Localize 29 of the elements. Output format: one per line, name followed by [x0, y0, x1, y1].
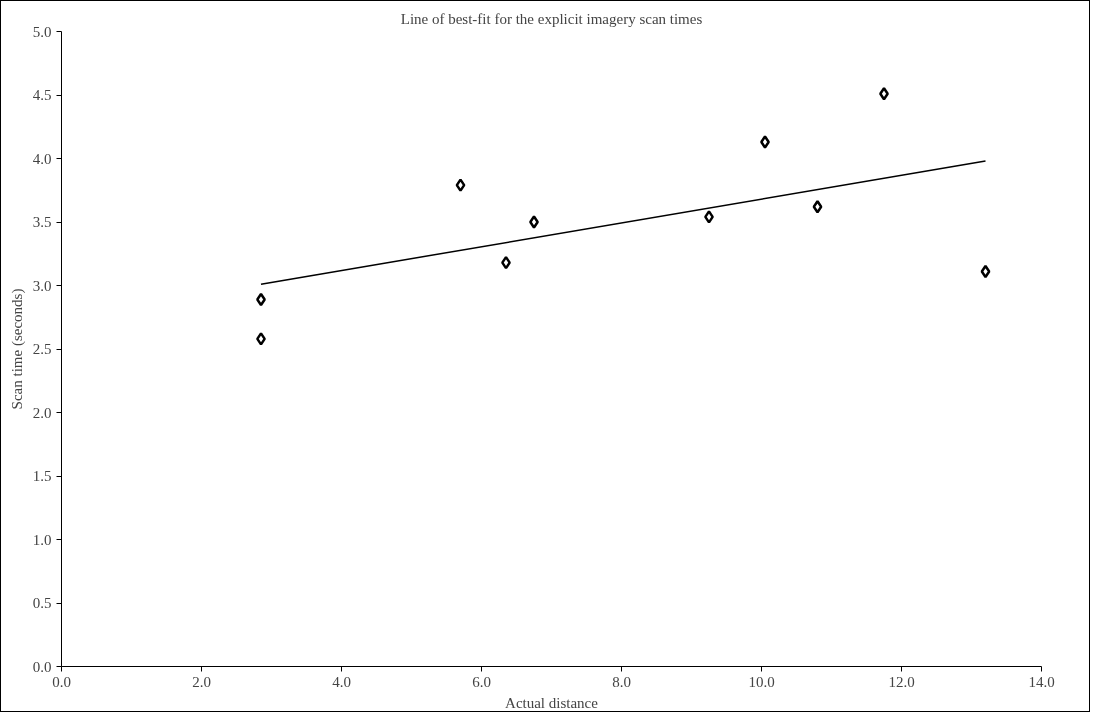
y-axis-title: Scan time (seconds): [8, 288, 26, 410]
x-tick-label: 4.0: [332, 673, 351, 690]
x-tick-label: 0.0: [52, 673, 71, 690]
y-tick-label: 2.5: [32, 341, 52, 357]
y-tick-label: 0.0: [32, 658, 52, 675]
y-tick-label: 4.0: [32, 150, 52, 167]
point: [529, 215, 539, 229]
x-axis-title: Actual distance: [505, 694, 599, 711]
y-tick-label: 2.0: [32, 404, 52, 421]
y-tick-label: 1.0: [32, 531, 52, 548]
y-tick-label: 3.5: [32, 214, 52, 230]
x-tick-label: 12.0: [888, 673, 915, 690]
chart-title: Line of best-fit for the explicit imagery scan times: [400, 10, 703, 27]
x-tick-label: 10.0: [748, 673, 775, 690]
y-tick-label: 3.0: [32, 277, 52, 294]
x-tick-label: 14.0: [1028, 673, 1055, 690]
point: [812, 200, 823, 214]
y-tick-label: 1.5: [32, 468, 52, 484]
y-tick-label: 4.5: [32, 87, 52, 103]
point: [760, 135, 770, 149]
y-tick-label: 5.0: [32, 23, 52, 40]
point: [980, 264, 991, 279]
point: [704, 210, 714, 224]
x-tick-label: 6.0: [472, 673, 491, 690]
point: [455, 178, 466, 192]
point: [256, 332, 266, 346]
x-tick-label: 8.0: [612, 673, 631, 690]
y-tick-label: 0.5: [32, 595, 52, 611]
x-tick-label: 2.0: [192, 673, 211, 690]
